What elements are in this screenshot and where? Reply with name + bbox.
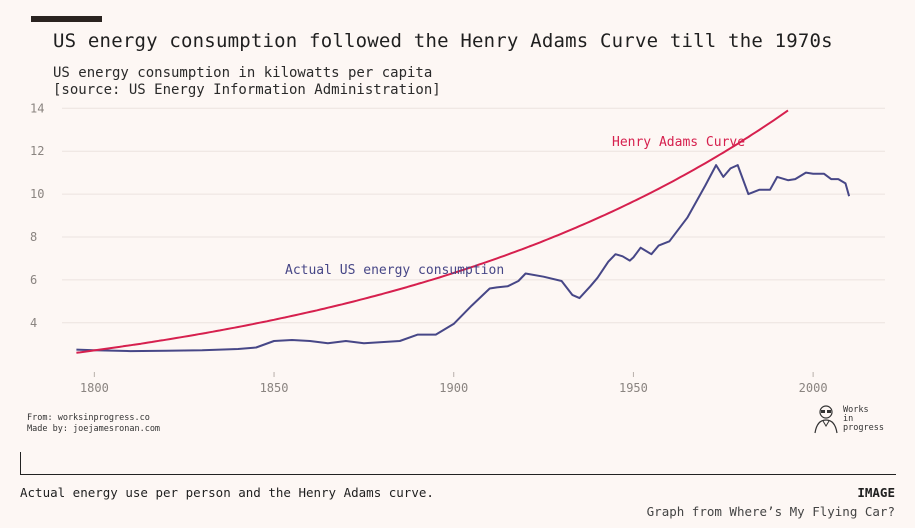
credits: From: worksinprogress.co Made by: joejam…	[27, 413, 160, 435]
annotation-henry-adams-curve: Henry Adams Curve	[612, 135, 745, 150]
logo-text: Works in progress	[843, 405, 884, 433]
line-chart: 4 6 8 10 12 14 1800 1850 1900 1950 2000 Henry Ada…	[30, 101, 885, 395]
figure-caption: Actual energy use per person and the Hen…	[20, 485, 434, 500]
y-tick-label-4: 4	[30, 316, 37, 330]
chart-title: US energy consumption followed the Henry…	[53, 30, 833, 52]
x-axis-ticks: 1800 1850 1900 1950 2000	[80, 372, 828, 395]
chart-figure: US energy consumption followed the Henry…	[27, 16, 902, 436]
credit-author: Made by: joejamesronan.com	[27, 424, 161, 434]
works-in-progress-logo: Works in progress	[812, 404, 902, 436]
chart-subtitle: US energy consumption in kilowatts per c…	[53, 65, 441, 99]
y-tick-label-6: 6	[30, 273, 37, 287]
caption-tag: IMAGE	[857, 485, 895, 500]
x-tick-label-1850: 1850	[260, 381, 289, 395]
x-tick-label-1900: 1900	[439, 381, 468, 395]
y-tick-label-14: 14	[30, 101, 44, 115]
series-line-henry-adams	[76, 109, 789, 354]
series-lines	[76, 109, 851, 354]
credit-source: From: worksinprogress.co	[27, 413, 150, 423]
x-tick-label-2000: 2000	[799, 381, 828, 395]
portrait-icon	[814, 405, 838, 434]
caption-divider-vertical	[20, 452, 21, 475]
subtitle-line-1: US energy consumption in kilowatts per c…	[53, 65, 433, 81]
series-line-actual	[76, 164, 851, 353]
y-tick-label-12: 12	[30, 144, 44, 158]
x-tick-label-1950: 1950	[619, 381, 648, 395]
y-axis-ticks: 4 6 8 10 12 14	[30, 101, 44, 330]
title-accent-bar	[31, 16, 102, 22]
y-tick-label-8: 8	[30, 230, 37, 244]
annotation-actual-consumption: Actual US energy consumption	[285, 263, 504, 278]
caption-divider	[20, 474, 896, 475]
x-tick-label-1800: 1800	[80, 381, 109, 395]
subtitle-line-2: [source: US Energy Information Administr…	[53, 82, 441, 98]
y-tick-label-10: 10	[30, 187, 44, 201]
grid-lines	[62, 107, 885, 324]
caption-credit: Graph from Where’s My Flying Car?	[646, 504, 895, 519]
